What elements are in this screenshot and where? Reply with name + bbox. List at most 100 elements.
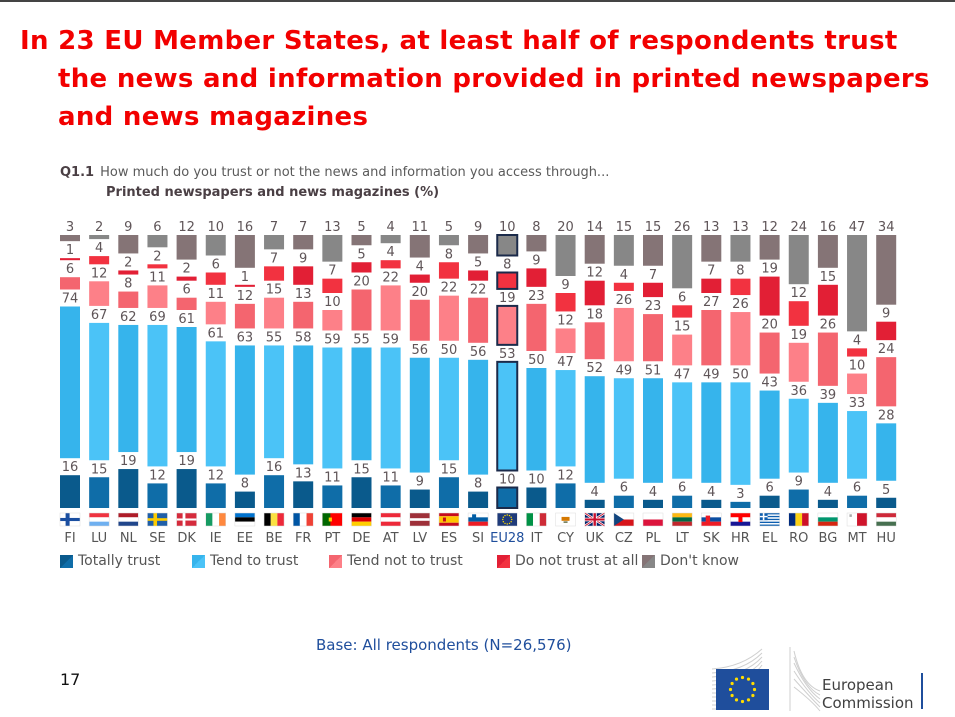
bar-tend-not-to-trust-ee	[234, 303, 255, 329]
bar-do-not-trust-at-all-hu	[876, 321, 897, 341]
eu-star-icon	[740, 699, 745, 704]
bar-totally-trust-pt	[322, 485, 343, 508]
netherlands-flag-icon	[118, 512, 139, 527]
bar-do-not-trust-at-all-fi	[60, 258, 80, 261]
data-label: 61	[178, 312, 195, 327]
data-label: 6	[212, 258, 220, 273]
bar-don-t-know-sk	[701, 235, 722, 262]
bar-tend-to-trust-ro	[788, 398, 809, 473]
legend-swatch	[60, 554, 73, 568]
category-label-cz: CZ	[615, 531, 633, 546]
bar-tend-to-trust-bg	[817, 402, 838, 483]
data-label: 19	[178, 454, 195, 469]
data-label: 18	[586, 307, 603, 322]
poland-flag-icon	[642, 512, 664, 527]
data-label: 8	[532, 220, 540, 235]
eu-star-icon	[751, 693, 755, 698]
bar-tend-to-trust-el	[759, 390, 780, 479]
bar-don-t-know-lv	[409, 235, 430, 258]
bar-tend-not-to-trust-mt	[847, 373, 868, 395]
belgium-flag-icon	[263, 512, 285, 527]
chart-legend: Totally trust Tend to trust Tend not to tr…	[60, 553, 762, 569]
data-label: 12	[237, 289, 254, 304]
data-label: 20	[761, 318, 778, 333]
bar-tend-to-trust-lt	[672, 382, 693, 479]
data-label: 9	[532, 253, 540, 268]
ireland-flag-icon	[205, 512, 226, 527]
category-label-uk: UK	[586, 531, 605, 546]
slovenia-flag-icon	[467, 512, 489, 527]
bar-tend-to-trust-fi	[60, 306, 80, 459]
bar-tend-not-to-trust-el	[759, 332, 780, 374]
data-label: 33	[849, 396, 866, 411]
bar-totally-trust-si	[468, 491, 489, 508]
data-label: 6	[853, 481, 861, 496]
bar-totally-trust-fi	[60, 475, 80, 508]
eu-star-icon	[734, 698, 739, 702]
data-label: 14	[586, 220, 603, 235]
data-label: 2	[182, 262, 190, 277]
bar-tend-to-trust-es	[438, 357, 459, 461]
luxembourg-flag-icon	[88, 512, 110, 527]
bar-tend-to-trust-at	[380, 347, 401, 469]
data-label: 8	[736, 264, 744, 279]
bar-don-t-know-dk	[176, 235, 197, 260]
bar-do-not-trust-at-all-cz	[613, 282, 634, 291]
bar-tend-to-trust-cz	[613, 378, 634, 479]
data-label: 5	[357, 247, 365, 262]
malta-flag-icon	[846, 512, 868, 527]
bar-tend-not-to-trust-de	[351, 289, 372, 331]
bar-don-t-know-hr	[730, 235, 751, 262]
data-label: 23	[645, 299, 662, 314]
bar-don-t-know-eu28	[496, 234, 519, 257]
bar-tend-to-trust-eu28	[496, 360, 519, 472]
data-label: 13	[703, 220, 720, 235]
headline-line-2: the news and information provided in pri…	[58, 64, 930, 94]
data-label: 47	[849, 220, 866, 235]
data-label: 12	[557, 313, 574, 328]
bar-totally-trust-uk	[584, 499, 605, 508]
data-label: 20	[412, 285, 429, 300]
bar-tend-to-trust-nl	[118, 324, 139, 453]
category-label-nl: NL	[120, 531, 138, 546]
austria-flag-icon	[380, 512, 401, 527]
bar-do-not-trust-at-all-uk	[584, 280, 605, 306]
logo-text-line2: Commission	[822, 694, 914, 712]
data-label: 15	[441, 462, 458, 477]
data-label: 23	[528, 289, 545, 304]
data-label: 4	[95, 241, 103, 256]
category-label-ro: RO	[789, 531, 808, 546]
data-label: 36	[790, 384, 807, 399]
bar-totally-trust-lv	[409, 489, 430, 508]
data-label: 11	[149, 270, 166, 285]
data-label: 4	[387, 220, 395, 235]
bar-tend-to-trust-lu	[89, 322, 110, 461]
data-label: 19	[790, 328, 807, 343]
bar-don-t-know-at	[380, 235, 401, 244]
data-label: 19	[761, 262, 778, 277]
data-label: 28	[878, 408, 895, 423]
data-label: 15	[91, 462, 108, 477]
data-label: 6	[678, 481, 686, 496]
romania-flag-icon	[788, 512, 809, 527]
data-label: 4	[387, 245, 395, 260]
logo-text: European Commission	[822, 676, 914, 712]
legend-label: Tend not to trust	[347, 553, 463, 569]
slide-headline: In 23 EU Member States, at least half of…	[20, 22, 945, 136]
headline-line-3: and news magazines	[58, 102, 369, 132]
bar-tend-not-to-trust-at	[380, 285, 401, 331]
data-label: 16	[266, 460, 283, 475]
denmark-flag-icon	[176, 512, 197, 527]
data-label: 19	[499, 291, 516, 306]
bar-tend-not-to-trust-cy	[555, 328, 576, 354]
bar-tend-not-to-trust-dk	[176, 297, 197, 310]
data-label: 6	[66, 262, 74, 277]
data-label: 5	[445, 220, 453, 235]
data-label: 15	[645, 220, 662, 235]
uk-flag-icon	[584, 511, 606, 528]
data-label: 24	[790, 220, 807, 235]
data-label: 24	[878, 342, 895, 357]
bar-totally-trust-se	[147, 483, 168, 508]
bar-tend-not-to-trust-si	[468, 297, 489, 343]
category-label-pl: PL	[645, 531, 661, 546]
